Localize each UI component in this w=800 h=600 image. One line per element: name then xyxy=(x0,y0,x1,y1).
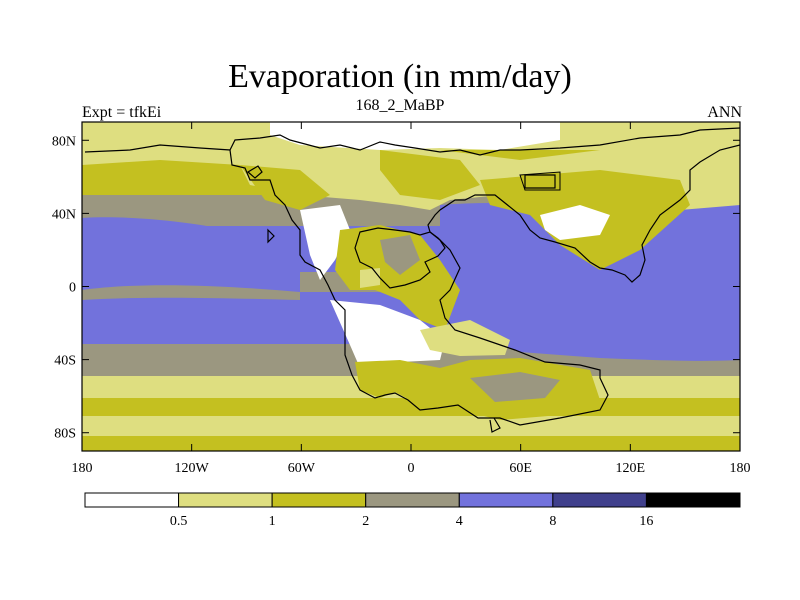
colorbar-level-label: 0.5 xyxy=(170,514,188,529)
x-tick-label: 0 xyxy=(408,461,415,476)
colorbar-level-label: 4 xyxy=(456,514,463,529)
x-tick-label: 120E xyxy=(616,461,646,476)
experiment-label: Expt = tfkEi xyxy=(82,104,162,121)
x-tick-label: 180 xyxy=(730,461,751,476)
colorbar-level-label: 2 xyxy=(362,514,369,529)
x-tick-label: 180 xyxy=(72,461,93,476)
colorbar-box xyxy=(84,492,180,508)
x-axis: 180 120W 60W 0 60E 120E 180 xyxy=(72,122,751,476)
colorbar-box xyxy=(178,492,273,508)
y-tick-label: 80S xyxy=(54,427,76,442)
colorbar-box xyxy=(365,492,460,508)
y-tick-label: 40N xyxy=(52,207,76,222)
colorbar-box xyxy=(271,492,367,508)
season-label: ANN xyxy=(707,104,742,121)
colorbar-box xyxy=(552,492,647,508)
colorbar-labels: 0.5 1 2 4 8 16 xyxy=(170,514,654,529)
x-tick-label: 60E xyxy=(509,461,532,476)
x-tick-label: 60W xyxy=(288,461,316,476)
period-label: 168_2_MaBP xyxy=(355,97,445,114)
y-tick-label: 40S xyxy=(54,354,76,369)
colorbar-boxes xyxy=(84,492,741,508)
colorbar-level-label: 8 xyxy=(549,514,556,529)
colorbar-level-label: 1 xyxy=(269,514,276,529)
y-tick-label: 0 xyxy=(69,281,76,296)
y-axis: 80N 40N 0 40S 80S xyxy=(52,134,740,442)
y-tick-label: 80N xyxy=(52,134,76,149)
coastlines xyxy=(84,127,740,433)
x-tick-label: 120W xyxy=(175,461,210,476)
colorbar-level-label: 16 xyxy=(639,514,653,529)
colorbar-box xyxy=(458,492,554,508)
map-title: Evaporation (in mm/day) xyxy=(228,58,572,95)
colorbar-box xyxy=(645,492,741,508)
